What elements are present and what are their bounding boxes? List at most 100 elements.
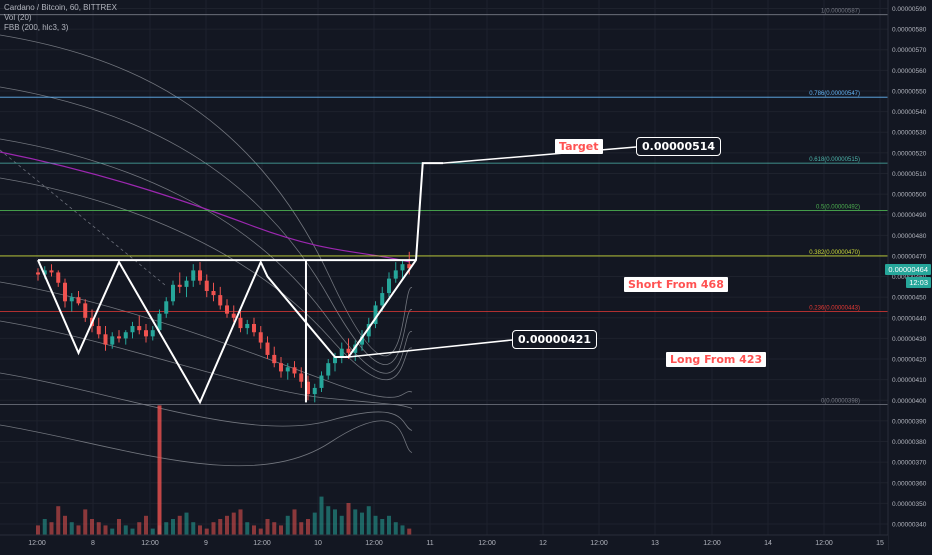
candle-body	[184, 280, 189, 287]
candle-body	[333, 356, 337, 364]
candle-body	[366, 323, 371, 337]
volume-bar	[292, 509, 297, 535]
candle-body	[306, 381, 310, 395]
volume-bar	[164, 522, 169, 535]
volume-bar	[144, 515, 148, 535]
price-tick-label: 0.00000480	[892, 233, 927, 240]
candle-body	[96, 326, 101, 335]
price-tick-label: 0.00000350	[892, 501, 927, 508]
volume-bar	[218, 519, 223, 535]
volume-bar	[137, 522, 142, 535]
fbb-indicator-label[interactable]: FBB (200, hlc3, 3)	[4, 23, 69, 32]
candle-body	[49, 270, 54, 273]
candle-body	[103, 334, 108, 345]
candle-body	[218, 295, 223, 306]
pattern-polyline	[37, 162, 443, 405]
candle-body	[346, 348, 351, 353]
candle-body	[339, 348, 344, 357]
target-label: Target	[555, 139, 603, 154]
price-tick-label: 0.00000420	[892, 357, 927, 364]
candle-body	[225, 305, 229, 314]
time-tick-label: 12:00	[253, 540, 271, 547]
chart-legend: Cardano / Bitcoin, 60, BITTREX Vol (20) …	[4, 3, 117, 33]
volume-bar	[373, 515, 378, 535]
candle-body	[231, 313, 236, 318]
volume-bar	[279, 525, 283, 535]
candle-body	[312, 387, 317, 395]
target-callout-pointer	[442, 146, 637, 164]
price-tick-label: 0.00000580	[892, 27, 927, 34]
volume-bar	[191, 522, 196, 535]
volume-bar	[387, 515, 391, 535]
price-tick-label: 0.00000540	[892, 109, 927, 116]
volume-bar	[69, 522, 74, 535]
volume-bar	[319, 496, 324, 535]
price-tick-label: 0.00000370	[892, 460, 927, 467]
target-price-callout: 0.00000514	[636, 137, 722, 156]
candle-body	[292, 367, 297, 374]
volume-bar	[231, 512, 236, 535]
symbol-label[interactable]: Cardano / Bitcoin, 60, BITTREX	[4, 3, 117, 12]
volume-bar	[353, 509, 358, 535]
candle-body	[360, 336, 364, 345]
volume-bar	[76, 525, 81, 535]
time-tick-label: 12:00	[478, 540, 496, 547]
price-tick-label: 0.00000470	[892, 253, 927, 260]
candle-body	[56, 272, 61, 283]
candle-body	[265, 342, 270, 355]
volume-bar	[312, 512, 317, 535]
candle-body	[110, 336, 115, 345]
candle-body	[238, 317, 243, 329]
fib-level-label: 0.5(0.00000492)	[816, 205, 860, 211]
fbb-band-line	[0, 420, 413, 467]
candle-body	[258, 332, 263, 343]
time-tick-label: 12:00	[703, 540, 721, 547]
time-tick-label: 12:00	[815, 540, 833, 547]
volume-bar	[285, 515, 290, 535]
candle-body	[279, 363, 283, 372]
fib-level-label: 1(0.00000587)	[821, 9, 860, 15]
countdown-tag: 12:03	[906, 277, 931, 288]
time-tick-label: 14	[764, 540, 772, 547]
candles	[36, 251, 412, 403]
volume-bar	[333, 509, 337, 535]
candle-body	[83, 303, 88, 318]
candle-body	[326, 363, 331, 376]
volume-bar	[103, 525, 108, 535]
fbb-basis-line	[0, 151, 411, 263]
time-tick-label: 8	[91, 540, 95, 547]
volume-bar	[306, 519, 310, 535]
price-tick-label: 0.00000430	[892, 336, 927, 343]
candle-body	[164, 301, 169, 314]
volume-bar	[339, 515, 344, 535]
volume-indicator-label[interactable]: Vol (20)	[4, 13, 32, 22]
price-tick-label: 0.00000450	[892, 295, 927, 302]
time-tick-label: 15	[876, 540, 884, 547]
price-tick-label: 0.00000520	[892, 150, 927, 157]
candle-body	[319, 375, 324, 388]
volume-bar	[49, 522, 54, 535]
time-tick-label: 12	[539, 540, 547, 547]
candle-body	[387, 278, 391, 294]
volume-bar	[83, 509, 88, 535]
time-tick-label: 13	[651, 540, 659, 547]
volume-bar	[171, 519, 175, 535]
time-tick-label: 12:00	[590, 540, 608, 547]
volume-bar	[117, 519, 121, 535]
price-tick-label: 0.00000360	[892, 480, 927, 487]
price-tick-label: 0.00000390	[892, 418, 927, 425]
candle-body	[42, 270, 47, 275]
volume-bar	[36, 525, 40, 535]
candle-body	[150, 330, 155, 337]
candle-body	[123, 332, 128, 339]
time-tick-label: 12:00	[365, 540, 383, 547]
volume-bar	[326, 506, 331, 535]
candle-body	[171, 284, 175, 302]
volume-bar	[56, 506, 61, 535]
candle-body	[373, 305, 378, 324]
candle-body	[76, 297, 81, 304]
volume-bar	[238, 509, 243, 535]
fib-level-label: 0.786(0.00000547)	[809, 91, 860, 97]
price-tick-label: 0.00000500	[892, 192, 927, 199]
